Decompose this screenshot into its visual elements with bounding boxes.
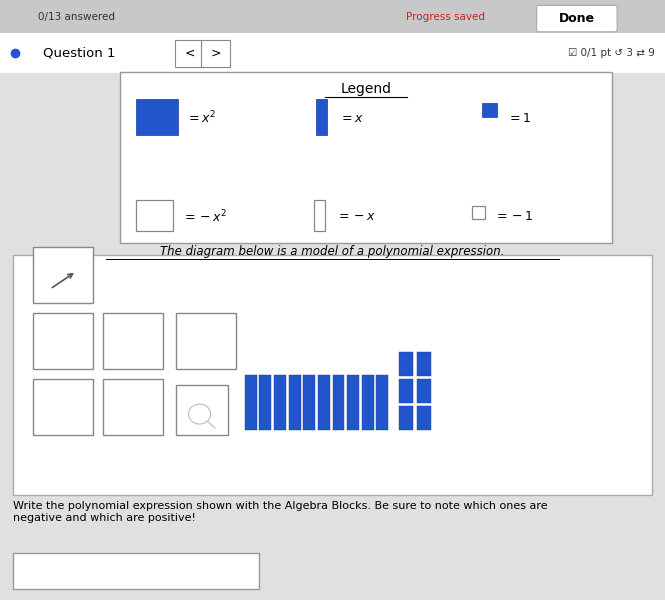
Bar bbox=[0, 33, 665, 73]
Bar bbox=[136, 99, 178, 135]
Bar bbox=[303, 375, 315, 430]
Text: >: > bbox=[211, 47, 221, 60]
Bar bbox=[176, 385, 228, 435]
Bar bbox=[332, 375, 344, 430]
Text: $= x^2$: $= x^2$ bbox=[186, 110, 216, 127]
FancyBboxPatch shape bbox=[201, 40, 230, 67]
Bar bbox=[376, 375, 388, 430]
Bar bbox=[13, 255, 652, 495]
FancyBboxPatch shape bbox=[537, 5, 617, 32]
Bar bbox=[472, 206, 485, 219]
Bar bbox=[245, 375, 257, 430]
Bar bbox=[274, 375, 286, 430]
FancyBboxPatch shape bbox=[175, 40, 203, 67]
Bar bbox=[259, 375, 271, 430]
Bar bbox=[13, 553, 259, 589]
Text: The diagram below is a model of a polynomial expression.: The diagram below is a model of a polyno… bbox=[160, 245, 505, 259]
Text: Question 1: Question 1 bbox=[43, 46, 116, 59]
Bar bbox=[289, 375, 301, 430]
Bar bbox=[399, 379, 413, 403]
Text: $= - 1$: $= - 1$ bbox=[494, 210, 533, 223]
Bar bbox=[316, 99, 327, 135]
Bar bbox=[33, 379, 93, 435]
Text: $= - x^2$: $= - x^2$ bbox=[182, 208, 227, 225]
Bar bbox=[347, 375, 359, 430]
Bar bbox=[362, 375, 374, 430]
Bar bbox=[417, 406, 431, 430]
Bar bbox=[399, 406, 413, 430]
Bar bbox=[103, 313, 163, 369]
Bar bbox=[120, 72, 612, 243]
Text: 0/13 answered: 0/13 answered bbox=[38, 12, 115, 22]
Text: Done: Done bbox=[559, 12, 595, 25]
Text: ☑ 0/1 pt ↺ 3 ⇄ 9: ☑ 0/1 pt ↺ 3 ⇄ 9 bbox=[568, 49, 655, 58]
Text: Write the polynomial expression shown with the Algebra Blocks. Be sure to note w: Write the polynomial expression shown wi… bbox=[13, 501, 548, 523]
Text: Legend: Legend bbox=[340, 82, 391, 96]
Bar bbox=[103, 379, 163, 435]
Text: Progress saved: Progress saved bbox=[406, 12, 485, 22]
Bar bbox=[33, 313, 93, 369]
Text: $= 1$: $= 1$ bbox=[507, 112, 531, 125]
Text: $= x$: $= x$ bbox=[339, 112, 364, 125]
Bar bbox=[417, 352, 431, 376]
Bar bbox=[0, 73, 665, 600]
Bar bbox=[0, 0, 665, 33]
Text: $= - x$: $= - x$ bbox=[336, 210, 376, 223]
Text: <: < bbox=[184, 47, 195, 60]
Bar bbox=[136, 200, 173, 231]
Bar bbox=[399, 352, 413, 376]
Bar bbox=[482, 103, 497, 117]
Bar bbox=[314, 200, 325, 231]
Bar bbox=[176, 313, 236, 369]
Bar bbox=[417, 379, 431, 403]
Bar bbox=[318, 375, 330, 430]
Bar bbox=[33, 247, 93, 303]
